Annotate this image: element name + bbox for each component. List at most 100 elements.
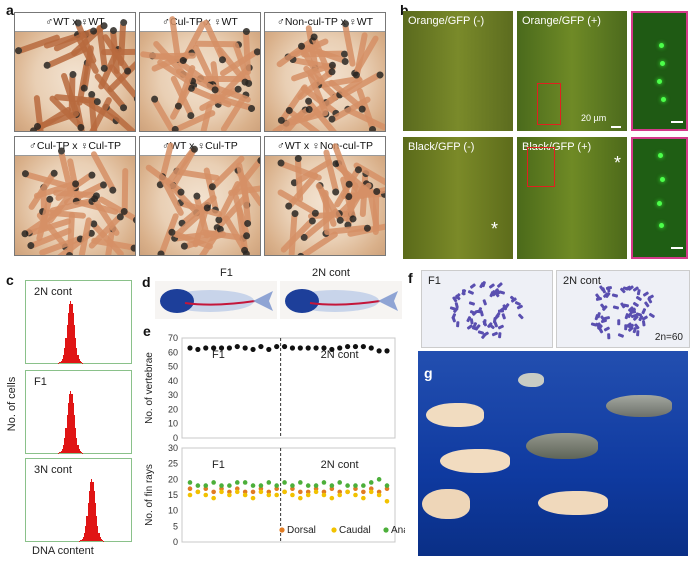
data-point — [258, 343, 264, 350]
y-tick-label: 30 — [168, 390, 178, 400]
scale-bar-label: 20 µm — [581, 113, 607, 123]
gfp-image-orange-neg: Orange/GFP (-) — [403, 11, 513, 131]
histogram-bar — [76, 437, 78, 453]
chromosome — [455, 301, 460, 309]
histogram-bar — [89, 482, 92, 541]
fish — [538, 491, 608, 515]
histogram-bar — [59, 362, 61, 363]
panel-e-label: e — [143, 323, 151, 339]
group-label: F1 — [212, 459, 225, 471]
data-point-caudal — [353, 492, 358, 498]
y-tick-label: 70 — [168, 333, 178, 343]
chromosome — [482, 299, 488, 306]
data-point-dorsal — [211, 489, 216, 495]
data-point-caudal — [337, 492, 343, 498]
chromosome — [595, 297, 603, 301]
data-point — [211, 345, 217, 351]
data-point — [274, 343, 280, 350]
chromosome — [642, 319, 647, 326]
data-point-caudal — [321, 492, 327, 498]
data-point — [352, 343, 359, 350]
gfp-image-black-neg: Black/GFP (-) * — [403, 137, 513, 259]
chromosome-count-note: 2n=60 — [654, 332, 683, 343]
data-point — [281, 343, 288, 350]
legend-label: Caudal — [339, 525, 371, 536]
data-point-caudal — [219, 489, 224, 495]
data-point-anal — [298, 480, 303, 485]
histogram-0: 2N cont — [25, 280, 132, 364]
histogram-bar — [68, 394, 71, 453]
legend-marker — [279, 527, 285, 533]
fish — [518, 373, 544, 387]
plot-frame — [181, 337, 396, 439]
histogram-bar — [67, 403, 70, 453]
y-tick-label: 20 — [168, 404, 178, 414]
gfp-label: Black/GFP (+) — [522, 141, 592, 153]
data-point-anal — [337, 480, 343, 485]
chromosome — [468, 301, 476, 306]
group-label: 2N cont — [321, 349, 359, 361]
data-point-caudal — [187, 492, 193, 498]
data-point-caudal — [329, 495, 335, 501]
data-point — [376, 348, 382, 354]
panel-c-xlabel: DNA content — [32, 545, 94, 557]
panel-d-left-title: F1 — [220, 267, 233, 279]
chromosome — [516, 305, 524, 311]
histogram-bar — [94, 503, 97, 541]
histogram-bar — [78, 448, 80, 453]
histogram-bar — [64, 347, 66, 363]
data-point-anal — [219, 483, 224, 488]
panel-g-label: g — [424, 365, 433, 381]
histogram-bar — [79, 361, 82, 363]
data-point — [329, 346, 335, 353]
histogram-bar — [92, 482, 94, 541]
data-point — [203, 345, 209, 351]
histogram-2: 3N cont — [25, 458, 132, 542]
fish — [426, 403, 484, 427]
histogram-bar — [67, 313, 70, 363]
data-point-caudal — [361, 495, 366, 501]
y-axis-label: No. of fin rays — [144, 464, 155, 526]
y-tick-label: 60 — [168, 347, 178, 357]
y-tick-label: 25 — [168, 459, 178, 469]
chromosome — [491, 331, 499, 337]
y-tick-label: 10 — [168, 419, 178, 429]
fish-tank-photo: g — [418, 351, 688, 556]
data-point-caudal — [242, 492, 248, 498]
data-point-caudal — [368, 489, 374, 495]
data-point-anal — [345, 483, 350, 488]
gfp-label: Black/GFP (-) — [408, 141, 475, 153]
cross-photo: ♂WT x ♀WT — [14, 12, 136, 132]
histogram-bar — [101, 540, 104, 541]
panel-d-label: d — [142, 274, 151, 290]
data-point-caudal — [203, 492, 209, 498]
chromosome — [467, 290, 475, 295]
chromosome — [624, 324, 628, 331]
histogram-bar — [100, 539, 103, 541]
y-tick-label: 15 — [168, 490, 178, 500]
histogram-bar — [74, 337, 77, 363]
data-point-anal — [384, 483, 390, 488]
data-point-caudal — [345, 489, 350, 495]
data-point-anal — [266, 480, 272, 485]
data-point-caudal — [266, 492, 272, 498]
spread-label: F1 — [428, 275, 441, 287]
histogram-bar — [97, 525, 99, 541]
data-point-caudal — [384, 498, 390, 504]
data-point — [226, 345, 232, 351]
data-point — [360, 343, 366, 350]
data-point-caudal — [376, 492, 382, 498]
chromosome — [603, 316, 610, 320]
chromosome — [648, 312, 656, 319]
chromosome — [475, 309, 482, 313]
chromosome — [617, 333, 624, 338]
data-point — [345, 343, 351, 350]
histogram-title: 2N cont — [34, 286, 72, 298]
data-point-caudal — [305, 492, 311, 498]
cross-photo: ♂Non-cul-TP x ♀WT — [264, 12, 386, 132]
data-point — [266, 346, 272, 353]
cross-label: ♂Non-cul-TP x ♀WT — [265, 13, 385, 32]
data-point-anal — [282, 480, 287, 485]
data-point — [218, 345, 225, 351]
